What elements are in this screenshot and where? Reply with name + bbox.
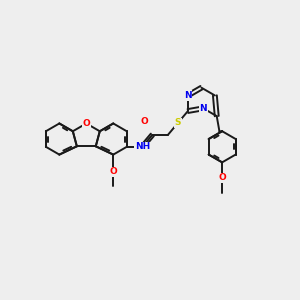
Text: S: S (175, 118, 181, 127)
Text: O: O (218, 173, 226, 182)
Text: NH: NH (135, 142, 150, 151)
Text: N: N (200, 104, 207, 113)
Text: O: O (82, 119, 90, 128)
Text: O: O (141, 117, 148, 126)
Text: O: O (110, 167, 117, 176)
Text: N: N (184, 91, 192, 100)
